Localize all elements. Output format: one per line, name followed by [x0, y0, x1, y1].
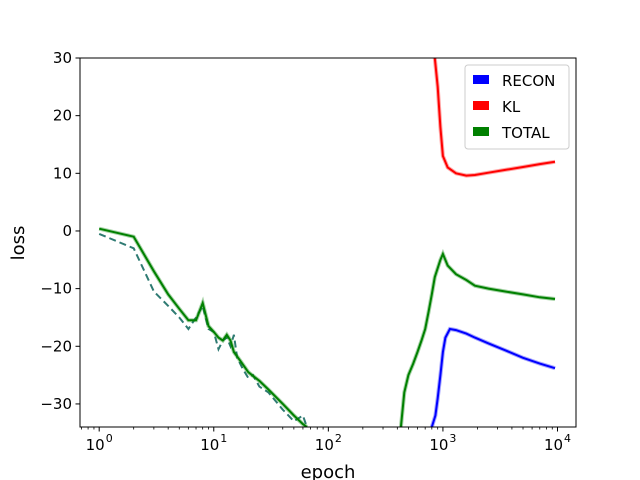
x-tick-exponent: 1	[220, 432, 227, 445]
y-tick-label: 10	[53, 164, 72, 182]
y-tick-label: −20	[40, 337, 72, 355]
x-tick-label: 10	[86, 436, 105, 454]
total-series-line-b	[399, 251, 556, 427]
y-tick-label: 0	[62, 222, 72, 240]
x-tick-exponent: 4	[564, 432, 571, 445]
y-tick-label: 20	[53, 107, 72, 125]
y-tick-label: −30	[40, 395, 72, 413]
dashed-series-line-0	[98, 232, 308, 427]
legend-swatch-recon	[473, 75, 489, 84]
x-tick-label: 10	[429, 436, 448, 454]
legend-label-recon: RECON	[502, 72, 555, 90]
legend-swatch-total	[473, 127, 489, 136]
x-tick-label: 10	[544, 436, 563, 454]
x-axis-label: epoch	[301, 462, 356, 480]
y-tick-label: −10	[40, 280, 72, 298]
x-tick-exponent: 2	[335, 432, 342, 445]
y-axis-label: loss	[8, 226, 29, 261]
x-tick-label: 10	[200, 436, 219, 454]
kl-series-line	[433, 58, 556, 177]
total-series-line	[98, 227, 308, 427]
series-layer	[98, 58, 556, 427]
y-axis: −30 −20 −10 0 10 20 30	[40, 49, 80, 413]
legend-label-kl: KL	[502, 98, 521, 116]
x-tick-exponent: 3	[449, 432, 456, 445]
x-tick-label: 10	[315, 436, 334, 454]
legend-frame	[464, 64, 570, 150]
x-axis: 10 0 10 1 10 2 10 3 10 4	[81, 427, 571, 454]
y-tick-label: 30	[53, 49, 72, 67]
x-tick-exponent: 0	[106, 432, 113, 445]
legend-swatch-kl	[473, 101, 489, 110]
legend-label-total: TOTAL	[501, 124, 550, 142]
legend: RECON KL TOTAL	[464, 64, 570, 150]
recon-series-line	[430, 327, 556, 427]
